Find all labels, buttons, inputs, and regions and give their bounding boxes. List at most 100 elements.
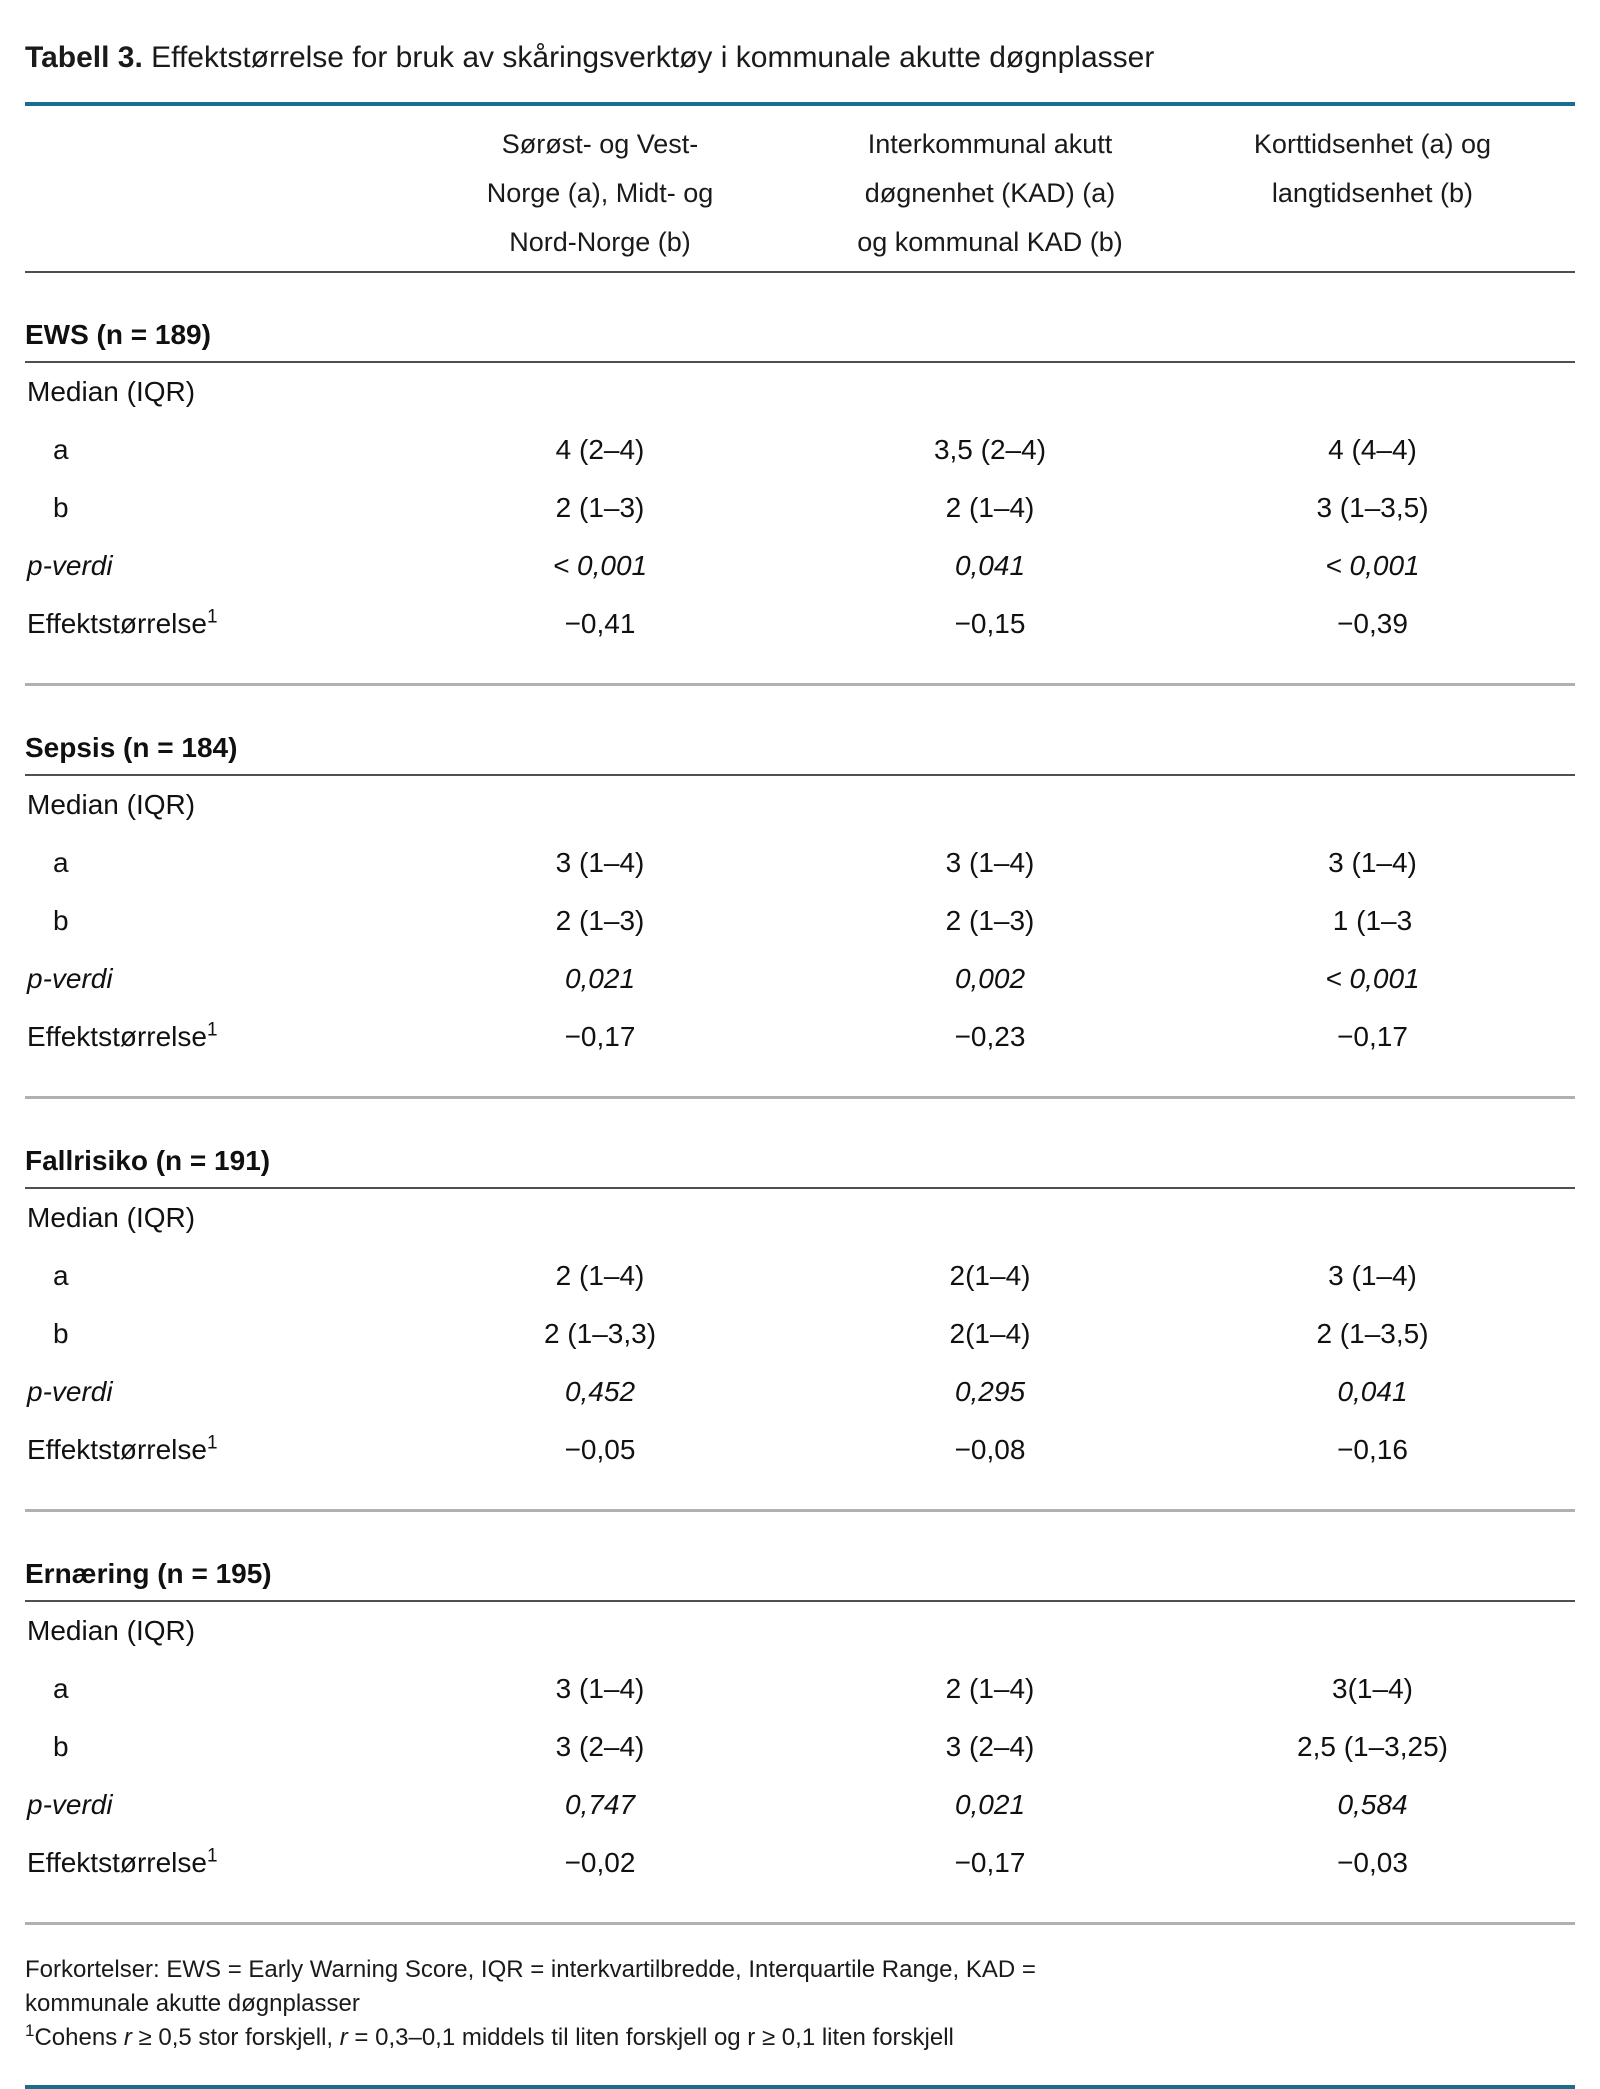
column-header-row: Sørøst- og Vest- Norge (a), Midt- og Nor…	[25, 106, 1575, 267]
row-label-a: a	[53, 847, 69, 878]
table-row-b: b 2 (1–3) 2 (1–4) 3 (1–3,5)	[25, 479, 1575, 537]
r-symbol: r	[123, 2024, 132, 2051]
section-ernaering: Ernæring (n = 195) Median (IQR) a 3 (1–4…	[25, 1552, 1575, 1925]
row-label-effectsize: Effektstørrelse1	[25, 1021, 390, 1053]
cell-value: 0,041	[1337, 1376, 1408, 1407]
footnote-marker: 1	[206, 1432, 218, 1454]
effectsize-label: Effektstørrelse	[27, 608, 207, 639]
section-divider	[25, 683, 1575, 686]
effectsize-label: Effektstørrelse	[27, 1847, 207, 1878]
top-accent-rule	[25, 102, 1575, 106]
table-row-median: Median (IQR)	[25, 1602, 1575, 1660]
table-row-effectsize: Effektstørrelse1 −0,02 −0,17 −0,03	[25, 1834, 1575, 1892]
cell-value: < 0,001	[552, 550, 648, 581]
section-rule	[25, 361, 1575, 363]
cell-value: −0,15	[954, 608, 1026, 639]
r-symbol: r	[339, 2024, 348, 2051]
footnote-marker: 1	[206, 1845, 218, 1867]
column-header-enhet: Korttidsenhet (a) og langtidsenhet (b)	[1170, 120, 1575, 218]
footnote-marker: 1	[206, 1019, 218, 1041]
table-row-b: b 2 (1–3,3) 2(1–4) 2 (1–3,5)	[25, 1305, 1575, 1363]
table-row-pvalue: p-verdi < 0,001 0,041 < 0,001	[25, 537, 1575, 595]
header-line: langtidsenhet (b)	[1271, 178, 1474, 208]
cell-value: 3 (2–4)	[945, 1731, 1035, 1762]
cell-value: −0,17	[954, 1847, 1026, 1878]
table-row-b: b 3 (2–4) 3 (2–4) 2,5 (1–3,25)	[25, 1718, 1575, 1776]
section-divider	[25, 1922, 1575, 1925]
footnote-cohens: 1Cohens r ≥ 0,5 stor forskjell, r = 0,3–…	[25, 2021, 1575, 2055]
row-label-median: Median (IQR)	[27, 1202, 196, 1233]
section-title: EWS (n = 189)	[25, 319, 211, 350]
cell-value: 0,021	[954, 1789, 1026, 1820]
row-label-a: a	[53, 1260, 69, 1291]
effectsize-label: Effektstørrelse	[27, 1434, 207, 1465]
bottom-accent-rule	[25, 2085, 1575, 2089]
row-label-a: a	[53, 1673, 69, 1704]
cell-value: 2(1–4)	[949, 1260, 1031, 1291]
cell-value: 0,041	[954, 550, 1026, 581]
row-label-median: Median (IQR)	[27, 1615, 196, 1646]
table-row-a: a 4 (2–4) 3,5 (2–4) 4 (4–4)	[25, 421, 1575, 479]
section-divider	[25, 1509, 1575, 1512]
footnote-abbreviations-line2: kommunale akutte døgnplasser	[25, 1990, 360, 2017]
header-line: Interkommunal akutt	[867, 129, 1113, 159]
row-label-b: b	[53, 1318, 69, 1349]
cell-value: 0,295	[954, 1376, 1026, 1407]
section-rule	[25, 1600, 1575, 1602]
column-header-kad: Interkommunal akutt døgnenhet (KAD) (a) …	[810, 120, 1170, 267]
row-label-effectsize: Effektstørrelse1	[25, 608, 390, 640]
cell-value: 0,002	[954, 963, 1026, 994]
footnote-abbreviations-line1: Forkortelser: EWS = Early Warning Score,…	[25, 1956, 1036, 1983]
section-rule	[25, 1187, 1575, 1189]
table-row-a: a 2 (1–4) 2(1–4) 3 (1–4)	[25, 1247, 1575, 1305]
section-divider	[25, 1096, 1575, 1099]
cell-value: 2 (1–3)	[945, 905, 1035, 936]
cell-value: 1 (1–3	[1332, 905, 1413, 936]
cell-value: 0,452	[564, 1376, 636, 1407]
column-header-region: Sørøst- og Vest- Norge (a), Midt- og Nor…	[390, 120, 810, 267]
cell-value: −0,02	[564, 1847, 636, 1878]
cell-value: 0,584	[1337, 1789, 1408, 1820]
row-label-b: b	[53, 905, 69, 936]
cell-value: 3 (1–4)	[555, 1673, 645, 1704]
cell-value: −0,17	[564, 1021, 636, 1052]
table-row-median: Median (IQR)	[25, 776, 1575, 834]
table-row-b: b 2 (1–3) 2 (1–3) 1 (1–3	[25, 892, 1575, 950]
section-ews: EWS (n = 189) Median (IQR) a 4 (2–4) 3,5…	[25, 313, 1575, 686]
row-label-pvalue: p-verdi	[27, 550, 113, 581]
section-title: Sepsis (n = 184)	[25, 732, 238, 763]
cell-value: −0,05	[564, 1434, 636, 1465]
cell-value: 3 (1–4)	[555, 847, 645, 878]
cell-value: −0,03	[1337, 1847, 1408, 1878]
section-title: Fallrisiko (n = 191)	[25, 1145, 271, 1176]
header-line: Norge (a), Midt- og	[486, 178, 714, 208]
table-row-effectsize: Effektstørrelse1 −0,17 −0,23 −0,17	[25, 1008, 1575, 1066]
cell-value: 3(1–4)	[1332, 1673, 1413, 1704]
table-row-pvalue: p-verdi 0,021 0,002 < 0,001	[25, 950, 1575, 1008]
cell-value: −0,16	[1337, 1434, 1408, 1465]
cell-value: 2(1–4)	[949, 1318, 1031, 1349]
cell-value: −0,08	[954, 1434, 1026, 1465]
cell-value: 3 (1–4)	[1328, 847, 1417, 878]
cell-value: 3,5 (2–4)	[933, 434, 1047, 465]
header-line: døgnenhet (KAD) (a)	[864, 178, 1116, 208]
footnote-marker: 1	[206, 606, 218, 628]
table-number: Tabell 3.	[25, 41, 143, 74]
section-rule	[25, 774, 1575, 776]
row-label-b: b	[53, 1731, 69, 1762]
section-sepsis: Sepsis (n = 184) Median (IQR) a 3 (1–4) …	[25, 726, 1575, 1099]
table-row-effectsize: Effektstørrelse1 −0,41 −0,15 −0,39	[25, 595, 1575, 653]
row-label-pvalue: p-verdi	[27, 1376, 113, 1407]
cell-value: 4 (4–4)	[1328, 434, 1417, 465]
cell-value: 2 (1–4)	[945, 492, 1035, 523]
section-title: Ernæring (n = 195)	[25, 1558, 272, 1589]
cell-value: −0,17	[1337, 1021, 1408, 1052]
header-line: og kommunal KAD (b)	[857, 227, 1123, 257]
cell-value: 2 (1–3,3)	[543, 1318, 657, 1349]
table-footnotes: Forkortelser: EWS = Early Warning Score,…	[25, 1953, 1575, 2055]
table-title: Tabell 3. Effektstørrelse for bruk av sk…	[25, 0, 1575, 76]
footnote-text: = 0,3–0,1 middels til liten forskjell og…	[347, 2024, 954, 2051]
cell-value: −0,39	[1337, 608, 1408, 639]
cell-value: 2 (1–3)	[555, 492, 645, 523]
